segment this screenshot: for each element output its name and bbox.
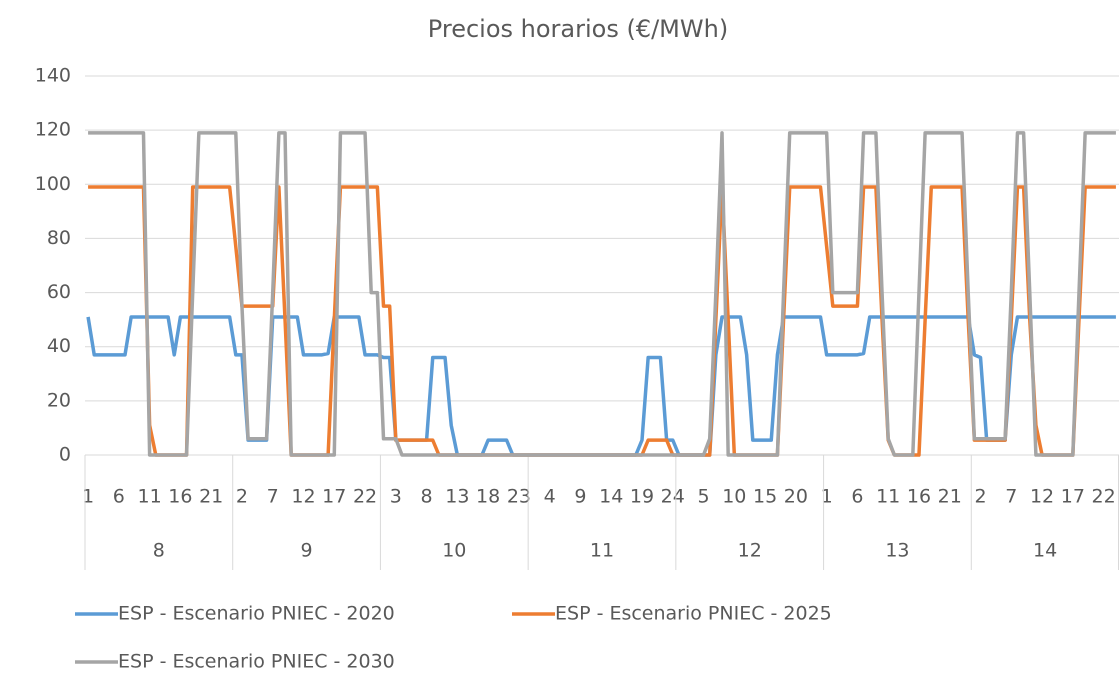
group-label: 10 — [442, 540, 466, 562]
chart-title: Precios horarios (€/MWh) — [428, 15, 728, 43]
group-label: 11 — [590, 540, 614, 562]
x-tick-label: 2 — [974, 486, 986, 508]
x-tick-label: 17 — [322, 486, 346, 508]
x-tick-label: 11 — [876, 486, 900, 508]
x-tick-label: 7 — [1005, 486, 1017, 508]
x-tick-label: 10 — [722, 486, 746, 508]
x-tick-label: 12 — [291, 486, 315, 508]
group-label: 12 — [738, 540, 762, 562]
x-tick-label: 8 — [421, 486, 433, 508]
x-tick-label: 1 — [821, 486, 833, 508]
x-tick-label: 6 — [113, 486, 125, 508]
x-tick-label: 12 — [1030, 486, 1054, 508]
y-tick-label: 120 — [35, 119, 71, 141]
x-tick-label: 2 — [236, 486, 248, 508]
legend-label: ESP - Escenario PNIEC - 2020 — [118, 603, 395, 625]
x-tick-label: 11 — [138, 486, 162, 508]
x-tick-label: 20 — [784, 486, 808, 508]
x-tick-label: 18 — [476, 486, 500, 508]
x-tick-label: 17 — [1061, 486, 1085, 508]
group-label: 13 — [885, 540, 909, 562]
x-tick-label: 24 — [661, 486, 685, 508]
y-tick-label: 100 — [35, 173, 71, 195]
x-tick-label: 16 — [168, 486, 192, 508]
x-tick-label: 21 — [199, 486, 223, 508]
x-tick-label: 5 — [698, 486, 710, 508]
x-tick-label: 7 — [267, 486, 279, 508]
x-tick-label: 1 — [82, 486, 94, 508]
group-label: 14 — [1033, 540, 1057, 562]
x-tick-label: 13 — [445, 486, 469, 508]
y-tick-label: 80 — [47, 227, 71, 249]
group-label: 8 — [153, 540, 165, 562]
legend-label: ESP - Escenario PNIEC - 2030 — [118, 651, 395, 673]
x-tick-label: 6 — [851, 486, 863, 508]
y-tick-label: 40 — [47, 335, 71, 357]
y-tick-label: 20 — [47, 389, 71, 411]
x-tick-label: 22 — [1092, 486, 1116, 508]
x-tick-label: 21 — [938, 486, 962, 508]
legend-label: ESP - Escenario PNIEC - 2025 — [555, 603, 832, 625]
x-tick-label: 3 — [390, 486, 402, 508]
x-tick-label: 15 — [753, 486, 777, 508]
x-tick-label: 19 — [630, 486, 654, 508]
y-tick-label: 140 — [35, 65, 71, 87]
group-label: 9 — [301, 540, 313, 562]
series-line — [88, 131, 1116, 457]
x-tick-label: 9 — [574, 486, 586, 508]
x-tick-label: 4 — [544, 486, 556, 508]
x-tick-label: 22 — [353, 486, 377, 508]
x-tick-label: 14 — [599, 486, 623, 508]
y-tick-label: 0 — [59, 444, 71, 466]
x-tick-label: 16 — [907, 486, 931, 508]
y-tick-label: 60 — [47, 281, 71, 303]
x-tick-label: 23 — [507, 486, 531, 508]
